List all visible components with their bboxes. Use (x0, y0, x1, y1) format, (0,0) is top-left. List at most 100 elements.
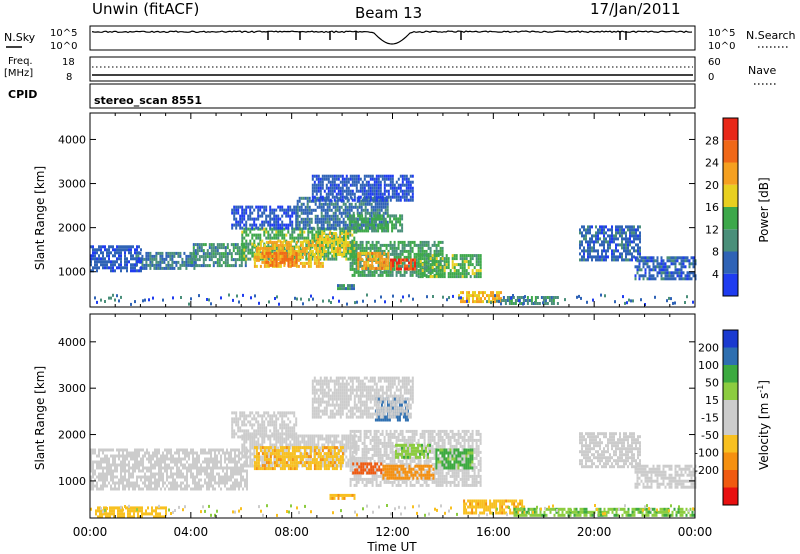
velocity-cell (218, 466, 220, 470)
power-cell (326, 244, 329, 247)
power-cell (466, 294, 468, 298)
power-cell (379, 263, 382, 267)
power-cell (476, 300, 478, 304)
power-cell (361, 240, 364, 244)
power-cell (587, 252, 589, 256)
power-cell (336, 205, 339, 209)
power-cell (467, 266, 470, 270)
power-cell (315, 183, 318, 187)
power-cell (329, 257, 332, 261)
power-cell (391, 229, 394, 233)
power-cell (463, 254, 466, 258)
velocity-cell (206, 451, 208, 455)
power-cell (395, 217, 398, 221)
power-cell (316, 220, 319, 224)
velocity-cell (321, 434, 324, 438)
power-cell (395, 186, 398, 190)
velocity-cell (170, 451, 172, 455)
power-cell (287, 255, 290, 259)
velocity-cell (214, 451, 216, 455)
power-cell (124, 254, 126, 258)
velocity-cell (198, 469, 200, 473)
power-cell (90, 254, 92, 258)
power-cell (459, 254, 462, 258)
power-cell (441, 252, 444, 256)
power-cell (112, 269, 114, 273)
power-cell (330, 208, 333, 212)
velocity-cell (174, 487, 176, 491)
power-cell (355, 270, 358, 274)
power-cell (373, 192, 376, 196)
power-cell (313, 186, 316, 190)
power-cell (383, 249, 386, 253)
power-cell (429, 252, 432, 256)
power-cell (660, 259, 663, 263)
power-cell (381, 223, 384, 227)
power-cell (208, 258, 211, 262)
power-cell (473, 266, 476, 270)
power-cell (337, 183, 340, 187)
power-speckle (524, 295, 526, 299)
velocity-cell (210, 469, 212, 473)
power-cell (112, 248, 114, 252)
power-cell (145, 260, 148, 264)
power-cell (271, 240, 274, 244)
velocity-cell (118, 457, 120, 461)
velocity-cell (152, 481, 154, 485)
power-cell (583, 246, 585, 250)
power-cell (190, 258, 193, 262)
power-cell (173, 260, 176, 264)
velocity-cell (269, 437, 272, 441)
power-cell (130, 257, 132, 261)
power-cell (403, 195, 406, 199)
power-cell (218, 252, 221, 256)
velocity-cell (190, 448, 192, 452)
power-cell (337, 287, 339, 291)
power-cell (355, 226, 358, 230)
power-cell (265, 251, 268, 255)
velocity-cell (164, 469, 166, 473)
velocity-cell (176, 451, 178, 455)
power-cell (674, 259, 677, 263)
velocity-cell (132, 475, 134, 479)
velocity-cell (230, 454, 232, 458)
velocity-cell (122, 448, 124, 452)
power-cell (615, 243, 617, 247)
power-cell (106, 254, 108, 258)
velocity-cell (146, 484, 148, 488)
power-cell (670, 271, 673, 275)
power-cell (145, 254, 148, 258)
power-cell (500, 299, 503, 302)
power-cell (546, 302, 549, 305)
velocity-cell (114, 475, 116, 479)
power-cell (238, 258, 241, 262)
power-cell (466, 291, 468, 295)
velocity-cell (307, 434, 310, 438)
power-cell (232, 243, 235, 247)
power-cell (629, 240, 631, 244)
power-speckle (512, 294, 514, 297)
power-cell (451, 257, 454, 261)
power-cell (177, 254, 180, 258)
power-cell (322, 220, 325, 224)
power-cell (369, 246, 372, 250)
velocity-cell (186, 472, 188, 476)
power-cell (473, 275, 476, 279)
power-cell (342, 220, 345, 224)
power-cell (638, 277, 641, 281)
power-cell (277, 246, 280, 250)
velocity-cell (240, 466, 242, 470)
power-cell (636, 268, 639, 272)
velocity-cell (176, 448, 178, 452)
power-cell (373, 217, 376, 221)
velocity-cell (188, 457, 190, 461)
velocity-cell (198, 457, 200, 461)
power-cell (401, 246, 404, 250)
velocity-cell (198, 466, 200, 470)
power-speckle (586, 300, 588, 304)
power-cell (597, 249, 599, 253)
velocity-cell (100, 484, 102, 488)
power-cell (302, 220, 305, 224)
velocity-cell (206, 469, 208, 473)
power-cell (389, 180, 392, 184)
